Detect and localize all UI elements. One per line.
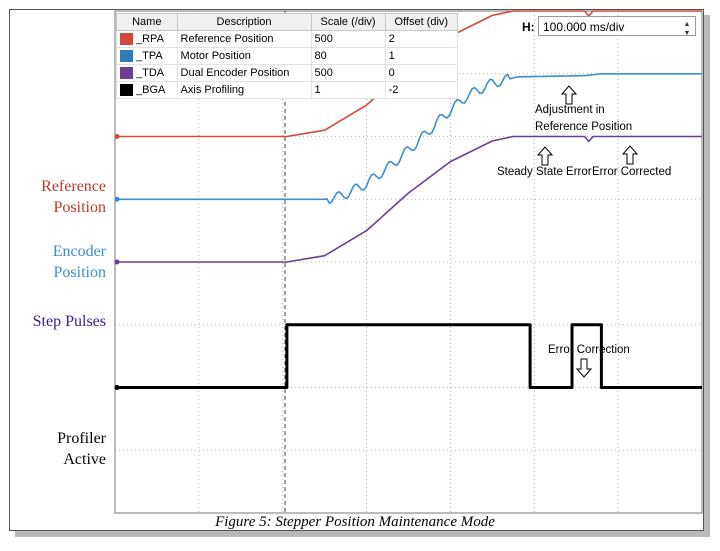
channel-scale[interactable]: 500	[310, 30, 386, 48]
channel-scale[interactable]: 1	[310, 81, 386, 99]
reference-position-label: Reference Position	[10, 176, 106, 218]
series-start-marker-tda	[114, 259, 120, 265]
channel-description: Dual Encoder Position	[176, 64, 312, 82]
color-swatch[interactable]	[120, 67, 133, 80]
series-start-marker-tpa	[114, 196, 120, 202]
legend-name-cell: _TPA	[116, 47, 178, 65]
annotation-error-correction: Error Correction	[548, 344, 630, 356]
legend-row[interactable]: _TPA Motor Position 80 1	[116, 47, 459, 65]
figure-caption: Figure 5: Stepper Position Maintenance M…	[215, 514, 495, 530]
series-start-marker-bga	[114, 385, 120, 390]
legend-row[interactable]: _RPA Reference Position 500 2	[116, 30, 459, 48]
profiler-active-label: Profiler Active	[10, 428, 106, 470]
legend-header-row: Name Description Scale (/div) Offset (di…	[116, 13, 459, 31]
step-label-line: Step Pulses	[32, 313, 106, 330]
timebase-input[interactable]: 100.000 ms/div ▲ ▼	[538, 16, 696, 38]
encoder-label-line1: Encoder	[52, 243, 106, 260]
legend-header-scale[interactable]: Scale (/div)	[310, 13, 386, 31]
legend-row[interactable]: _BGA Axis Profiling 1 -2	[116, 81, 459, 99]
annotation-adjustment-line1: Adjustment in	[535, 104, 605, 116]
channel-description: Reference Position	[176, 30, 312, 48]
timebase-control: H: 100.000 ms/div ▲ ▼	[522, 14, 702, 40]
up-arrow-icon	[560, 85, 578, 105]
channel-offset[interactable]: 2	[384, 30, 459, 48]
annotation-steady-state-error: Steady State Error	[497, 166, 592, 178]
series-layer	[114, 10, 703, 390]
series-line-bga	[115, 323, 702, 389]
reference-label-line1: Reference	[41, 178, 106, 195]
legend-name-cell: _BGA	[116, 81, 178, 99]
series-start-marker-rpa	[114, 134, 120, 139]
channel-scale[interactable]: 80	[310, 47, 386, 65]
channel-name: _RPA	[136, 32, 164, 45]
channel-description: Motor Position	[176, 47, 312, 65]
encoder-label-line2: Position	[53, 264, 106, 281]
up-arrow-icon	[536, 146, 554, 166]
legend-name-cell: _TDA	[116, 64, 178, 82]
series-line-tda	[115, 135, 702, 263]
annotation-arrows	[536, 85, 639, 378]
reference-label-line2: Position	[53, 199, 106, 216]
legend-header-description[interactable]: Description	[176, 13, 312, 31]
legend-header-name[interactable]: Name	[116, 13, 178, 31]
channel-scale[interactable]: 500	[310, 64, 386, 82]
channel-name: _BGA	[136, 83, 166, 96]
down-arrow-icon	[575, 358, 593, 378]
channel-offset[interactable]: -2	[384, 81, 459, 99]
up-arrow-icon	[621, 145, 639, 165]
spin-down-icon[interactable]: ▼	[683, 30, 691, 37]
annotation-adjustment-line2: Reference Position	[535, 121, 633, 133]
series-line-rpa	[115, 10, 702, 138]
color-swatch[interactable]	[120, 84, 133, 97]
timebase-value: 100.000 ms/div	[543, 20, 625, 34]
profiler-label-line1: Profiler	[57, 430, 106, 447]
legend-header-offset[interactable]: Offset (div)	[384, 13, 459, 31]
color-swatch[interactable]	[120, 50, 133, 63]
step-pulses-label: Step Pulses	[10, 311, 106, 332]
profiler-label-line2: Active	[63, 451, 106, 468]
legend-name-cell: _RPA	[116, 30, 178, 48]
annotation-error-corrected: Error Corrected	[592, 166, 672, 178]
legend-row[interactable]: _TDA Dual Encoder Position 500 0	[116, 64, 459, 82]
channel-legend-table: Name Description Scale (/div) Offset (di…	[116, 13, 459, 99]
channel-offset[interactable]: 0	[384, 64, 459, 82]
spin-up-icon[interactable]: ▲	[683, 21, 691, 28]
channel-offset[interactable]: 1	[384, 47, 459, 65]
channel-name: _TPA	[136, 49, 163, 62]
timebase-label: H:	[522, 20, 535, 34]
channel-name: _TDA	[136, 66, 165, 79]
encoder-position-label: Encoder Position	[10, 241, 106, 283]
timebase-spinner[interactable]: ▲ ▼	[681, 20, 693, 38]
channel-description: Axis Profiling	[176, 81, 312, 99]
color-swatch[interactable]	[120, 33, 133, 46]
series-line-tpa	[115, 72, 703, 205]
